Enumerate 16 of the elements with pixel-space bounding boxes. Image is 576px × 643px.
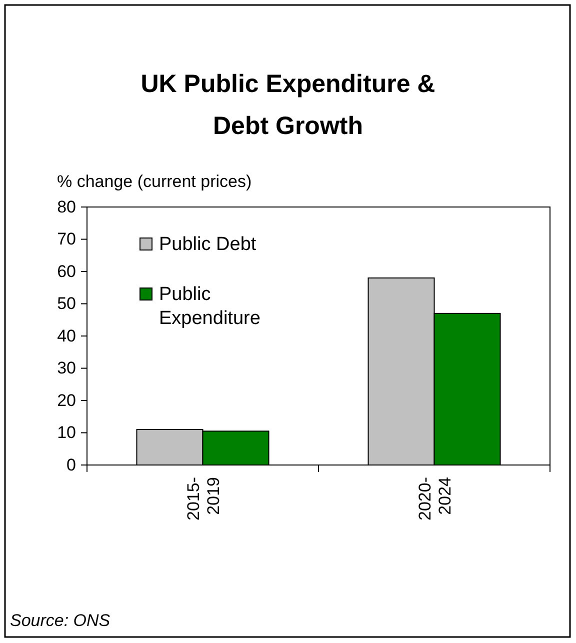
legend-label: Public Debt [159,234,257,255]
y-tick-label: 0 [66,455,76,474]
y-tick-label: 80 [57,197,76,216]
y-tick-label: 60 [57,262,76,281]
y-tick-label: 40 [57,326,76,346]
legend-label: Public Expenditure [159,284,260,329]
source-note: Source: ONS [10,611,111,630]
y-tick-label: 50 [57,294,76,314]
y-axis-title: % change (current prices) [57,172,252,191]
y-tick-label: 30 [57,358,76,378]
y-tick-label: 70 [57,230,76,249]
y-tick-label: 20 [57,390,76,410]
x-tick-label: 2015-2019 [184,477,223,520]
x-tick-label: 2020-2024 [415,477,454,520]
chart-title: UK Public Expenditure & Debt Growth [140,70,436,140]
y-tick-label: 10 [57,423,76,442]
